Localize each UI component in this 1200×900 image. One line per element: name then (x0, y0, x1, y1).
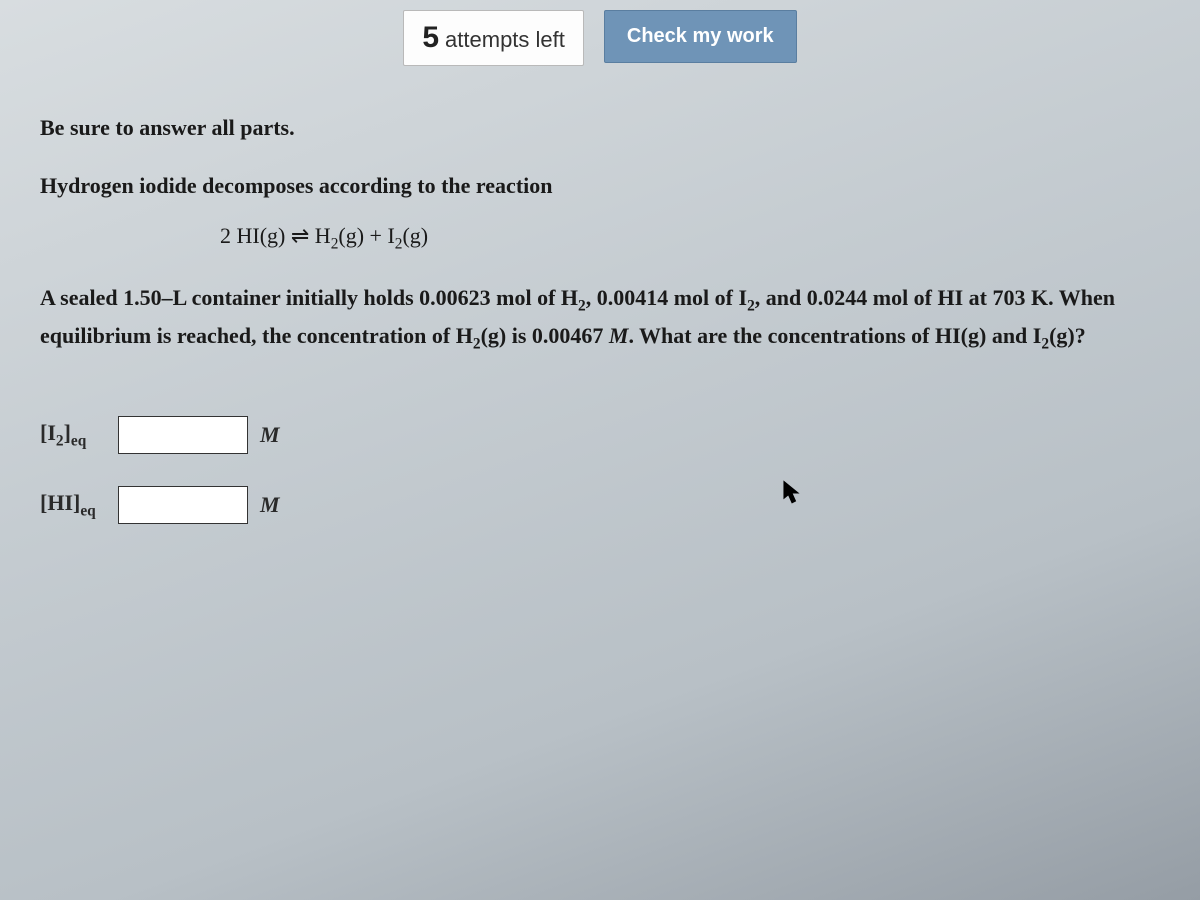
i2-label: [I2]eq (40, 420, 110, 450)
i2-unit: M (260, 422, 280, 448)
instruction-text: Be sure to answer all parts. (40, 115, 1160, 141)
hi-input[interactable] (118, 486, 248, 524)
attempts-indicator: 5 attempts left (403, 10, 584, 66)
hi-answer-row: [HI]eq M (40, 486, 1160, 524)
hi-label: [HI]eq (40, 490, 110, 520)
question-body: A sealed 1.50–L container initially hold… (40, 281, 1160, 356)
i2-input[interactable] (118, 416, 248, 454)
attempts-count: 5 (422, 21, 439, 55)
reaction-equation: 2 HI(g) ⇌ H2(g) + I2(g) (220, 223, 1160, 253)
question-line-1: Hydrogen iodide decomposes according to … (40, 169, 1160, 203)
attempts-text: attempts left (445, 27, 565, 53)
hi-unit: M (260, 492, 280, 518)
i2-answer-row: [I2]eq M (40, 416, 1160, 454)
check-my-work-button[interactable]: Check my work (604, 10, 797, 63)
